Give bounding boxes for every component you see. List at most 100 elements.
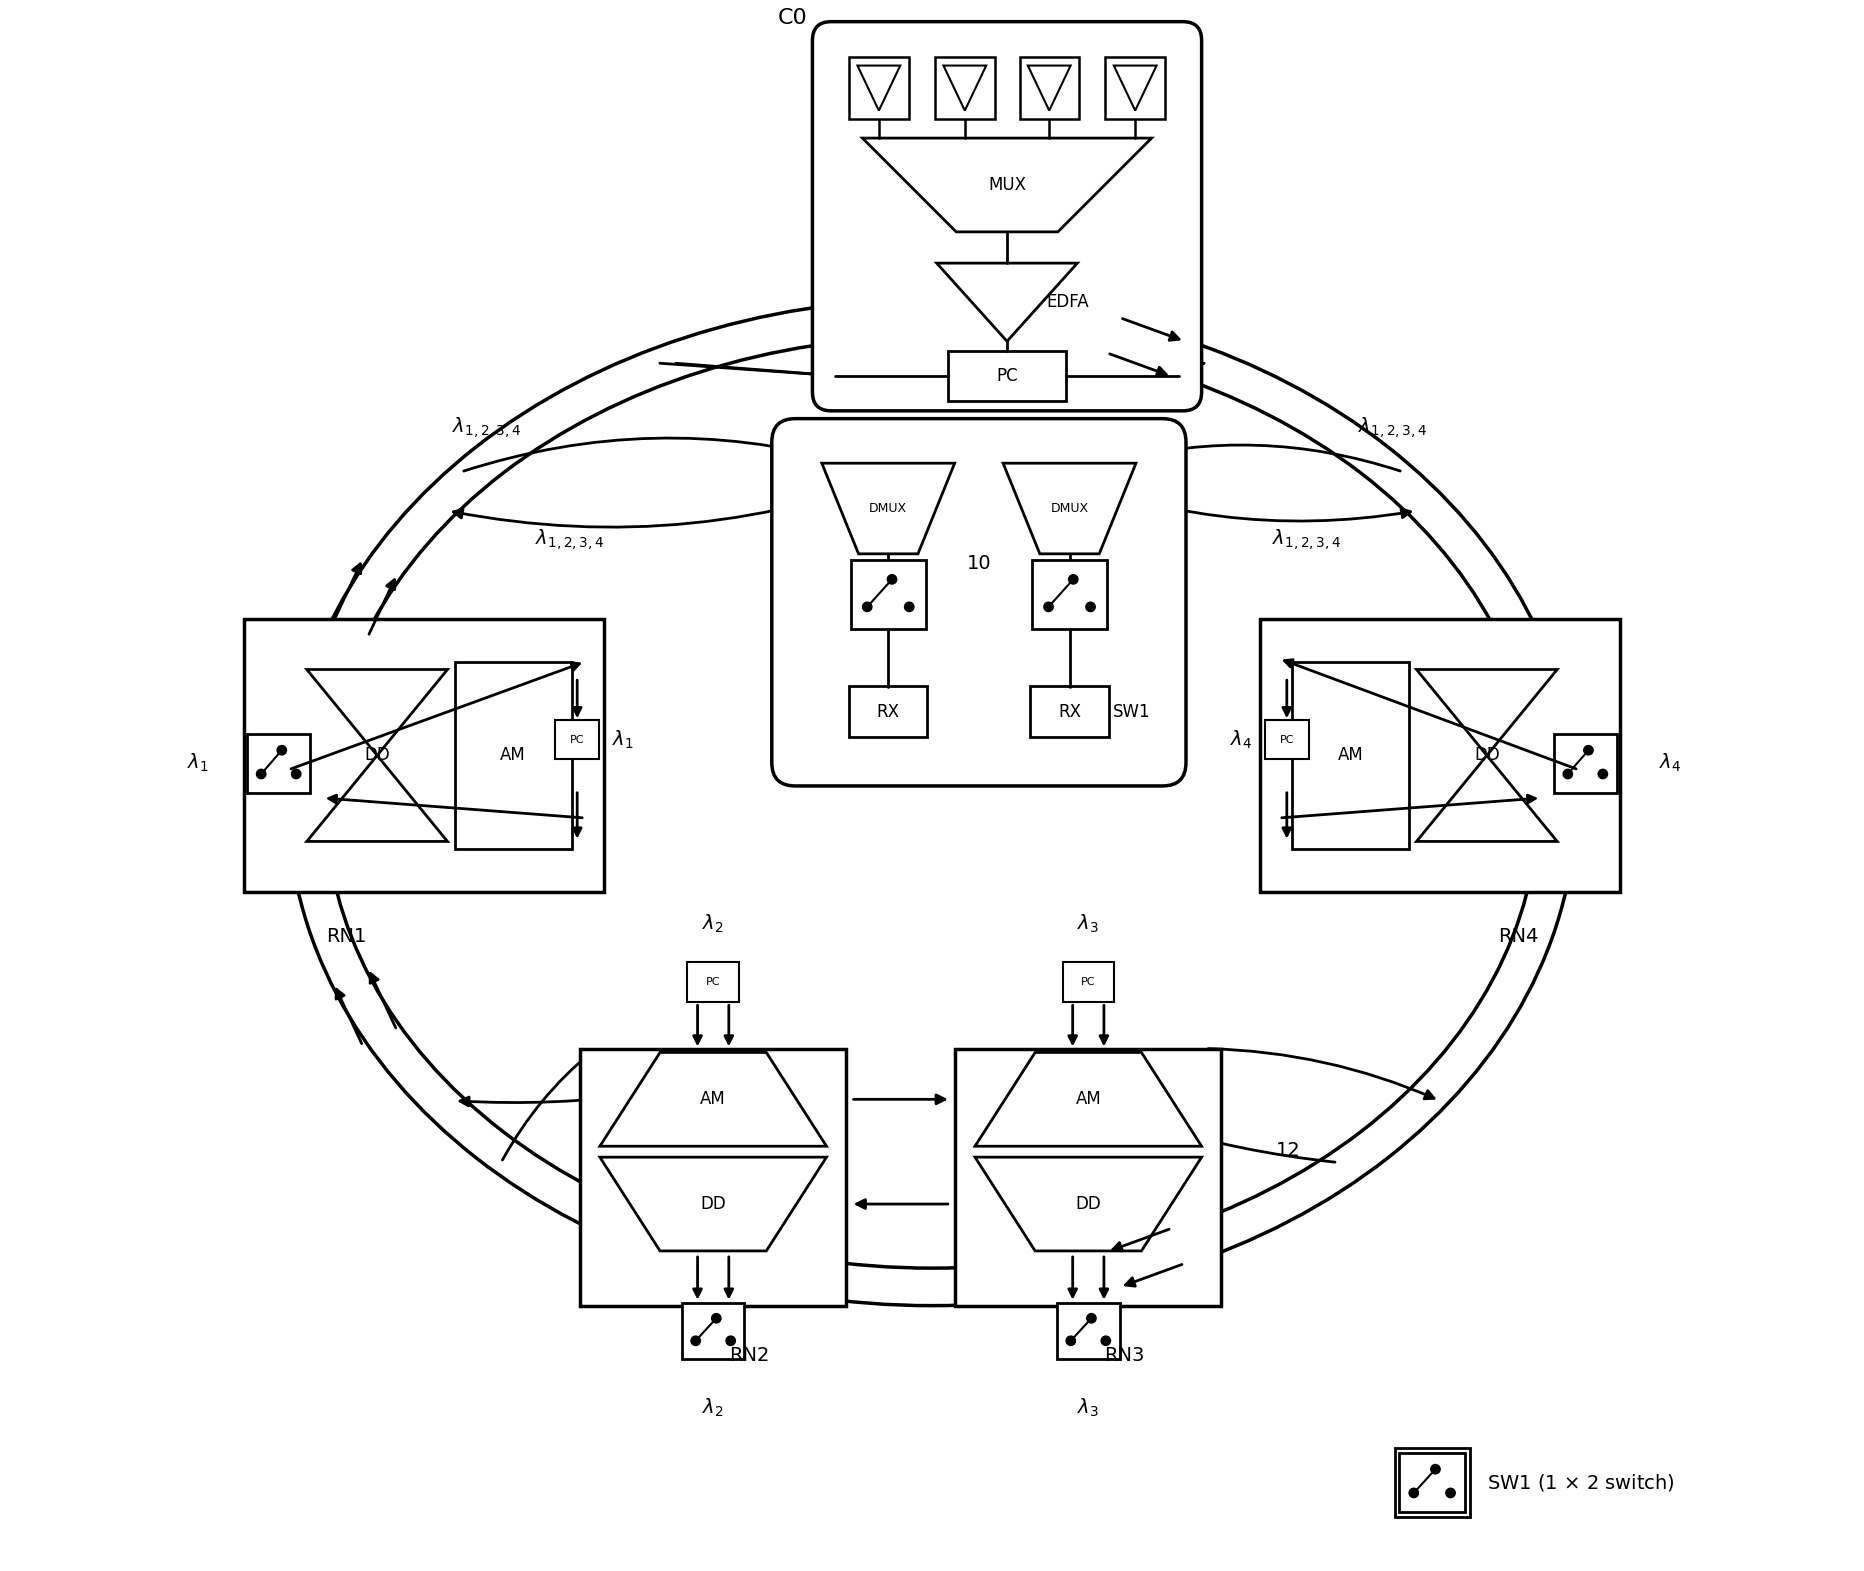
FancyBboxPatch shape	[1260, 619, 1620, 892]
FancyBboxPatch shape	[1033, 561, 1107, 628]
Polygon shape	[857, 66, 900, 110]
Polygon shape	[943, 66, 986, 110]
Polygon shape	[600, 1053, 826, 1147]
FancyBboxPatch shape	[1031, 687, 1109, 737]
Circle shape	[278, 746, 287, 756]
Circle shape	[904, 602, 913, 611]
Text: DD: DD	[363, 746, 390, 765]
FancyBboxPatch shape	[244, 619, 604, 892]
Circle shape	[1597, 770, 1607, 779]
FancyBboxPatch shape	[455, 661, 572, 850]
Text: AM: AM	[500, 746, 526, 765]
Polygon shape	[975, 1053, 1202, 1147]
Text: DD: DD	[1076, 1196, 1102, 1213]
Circle shape	[1564, 770, 1573, 779]
Text: C0: C0	[777, 8, 807, 28]
Circle shape	[1409, 1488, 1419, 1497]
Circle shape	[1087, 602, 1096, 611]
FancyBboxPatch shape	[555, 720, 598, 759]
Circle shape	[1432, 1464, 1441, 1474]
FancyBboxPatch shape	[1400, 1453, 1465, 1511]
Polygon shape	[308, 669, 447, 842]
Text: DMUX: DMUX	[1051, 503, 1089, 515]
Text: RN4: RN4	[1499, 927, 1538, 946]
Circle shape	[1087, 1313, 1096, 1323]
Circle shape	[257, 770, 267, 779]
Text: 12: 12	[1275, 1142, 1301, 1161]
FancyBboxPatch shape	[1062, 961, 1115, 1002]
Circle shape	[863, 602, 872, 611]
Circle shape	[1044, 602, 1053, 611]
FancyBboxPatch shape	[1555, 734, 1616, 793]
Text: DD: DD	[1474, 746, 1501, 765]
FancyBboxPatch shape	[1105, 57, 1165, 119]
Text: AM: AM	[1076, 1090, 1102, 1108]
Text: $\lambda_3$: $\lambda_3$	[1077, 1397, 1100, 1419]
Text: DD: DD	[701, 1196, 727, 1213]
Text: PC: PC	[995, 366, 1018, 385]
Circle shape	[1584, 746, 1594, 756]
Polygon shape	[600, 1158, 826, 1251]
Polygon shape	[1115, 66, 1156, 110]
Circle shape	[1066, 1335, 1076, 1345]
Text: $\lambda_{1,2,3,4}$: $\lambda_{1,2,3,4}$	[1273, 528, 1342, 553]
Text: AM: AM	[1338, 746, 1364, 765]
Text: $\lambda_1$: $\lambda_1$	[611, 729, 634, 751]
FancyBboxPatch shape	[688, 961, 738, 1002]
Text: RX: RX	[1059, 702, 1081, 721]
FancyBboxPatch shape	[850, 57, 908, 119]
Text: 10: 10	[966, 553, 992, 573]
Text: EDFA: EDFA	[1046, 294, 1089, 311]
FancyBboxPatch shape	[248, 734, 309, 793]
Circle shape	[1446, 1488, 1456, 1497]
Text: $\lambda_{1,2,3,4}$: $\lambda_{1,2,3,4}$	[1359, 415, 1428, 440]
Polygon shape	[975, 1158, 1202, 1251]
FancyBboxPatch shape	[1057, 1302, 1120, 1359]
FancyBboxPatch shape	[850, 687, 926, 737]
FancyBboxPatch shape	[850, 561, 926, 628]
Polygon shape	[938, 262, 1077, 341]
FancyBboxPatch shape	[949, 350, 1066, 401]
FancyBboxPatch shape	[813, 22, 1202, 412]
FancyBboxPatch shape	[772, 418, 1186, 786]
Text: DMUX: DMUX	[869, 503, 908, 515]
FancyBboxPatch shape	[580, 1048, 846, 1307]
Text: $\lambda_2$: $\lambda_2$	[703, 913, 723, 935]
Circle shape	[1068, 575, 1077, 584]
Polygon shape	[1417, 669, 1556, 842]
Text: AM: AM	[701, 1090, 727, 1108]
Text: $\lambda_3$: $\lambda_3$	[1077, 913, 1100, 935]
Text: $\lambda_1$: $\lambda_1$	[186, 753, 209, 775]
Text: PC: PC	[706, 977, 720, 987]
FancyBboxPatch shape	[956, 1048, 1221, 1307]
Text: PC: PC	[1279, 735, 1294, 745]
Text: $\lambda_2$: $\lambda_2$	[703, 1397, 723, 1419]
Text: RN1: RN1	[326, 927, 365, 946]
Text: PC: PC	[1081, 977, 1096, 987]
Circle shape	[725, 1335, 736, 1345]
Circle shape	[1102, 1335, 1111, 1345]
Text: RN3: RN3	[1103, 1346, 1144, 1365]
Polygon shape	[1027, 66, 1070, 110]
Text: PC: PC	[570, 735, 585, 745]
Text: $\lambda_4$: $\lambda_4$	[1659, 753, 1681, 775]
Text: SW1 (1 $\times$ 2 switch): SW1 (1 $\times$ 2 switch)	[1487, 1472, 1674, 1492]
FancyBboxPatch shape	[936, 57, 995, 119]
Text: $\lambda_{1,2,3,4}$: $\lambda_{1,2,3,4}$	[451, 415, 522, 440]
FancyBboxPatch shape	[1020, 57, 1079, 119]
Circle shape	[712, 1313, 721, 1323]
Text: $\lambda_{1,2,3,4}$: $\lambda_{1,2,3,4}$	[535, 528, 604, 553]
Text: $\lambda_4$: $\lambda_4$	[1230, 729, 1253, 751]
Polygon shape	[863, 138, 1152, 233]
FancyBboxPatch shape	[1266, 720, 1309, 759]
Circle shape	[291, 770, 300, 779]
Text: RN2: RN2	[729, 1346, 770, 1365]
Text: SW1: SW1	[1113, 702, 1150, 721]
FancyBboxPatch shape	[1292, 661, 1409, 850]
Circle shape	[887, 575, 897, 584]
Circle shape	[692, 1335, 701, 1345]
Text: MUX: MUX	[988, 176, 1025, 193]
Polygon shape	[822, 463, 954, 555]
Polygon shape	[1003, 463, 1135, 555]
Text: RX: RX	[876, 702, 900, 721]
